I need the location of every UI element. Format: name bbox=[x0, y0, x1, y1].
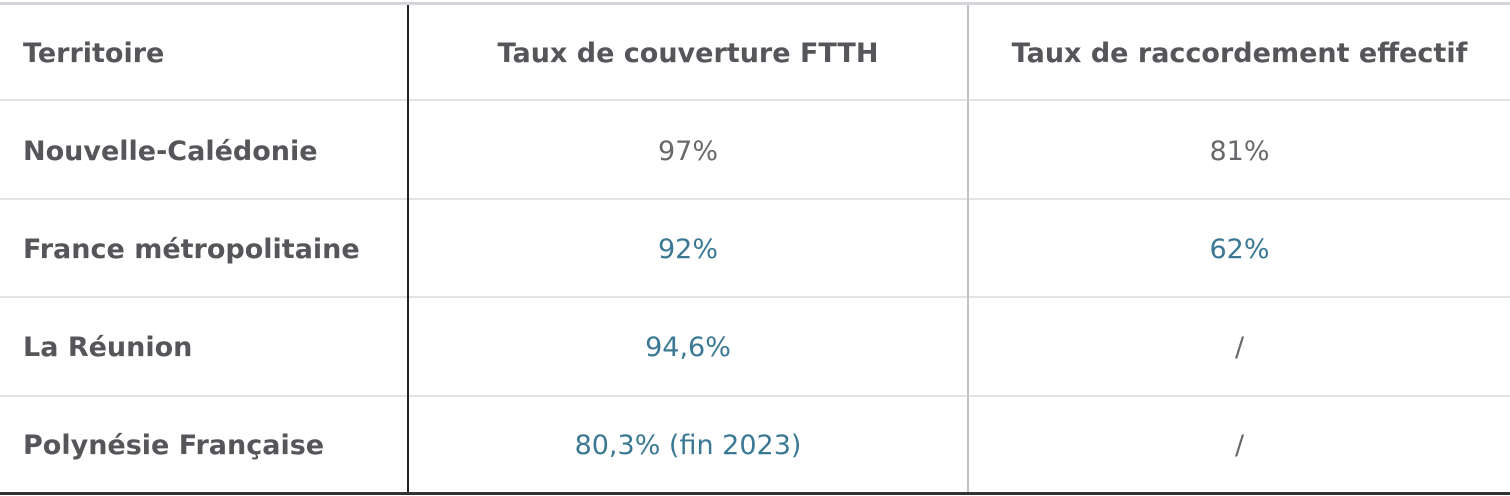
territory: Polynésie Française bbox=[23, 429, 325, 461]
cell: 62% bbox=[1209, 233, 1270, 265]
row-divider bbox=[0, 296, 1510, 298]
header-cell: Taux de raccordement effectif bbox=[1011, 37, 1468, 69]
header-cell: Taux de couverture FTTH bbox=[497, 37, 879, 69]
cell: 80,3% (fin 2023) bbox=[574, 429, 802, 461]
territory: Nouvelle-Calédonie bbox=[23, 135, 318, 167]
cell: 81% bbox=[1209, 135, 1270, 167]
border bbox=[0, 492, 1510, 495]
cell: 92% bbox=[657, 233, 718, 265]
border bbox=[0, 2, 1510, 5]
column-divider bbox=[407, 5, 409, 492]
header-cell: Territoire bbox=[23, 37, 165, 69]
cell: 97% bbox=[657, 135, 718, 167]
cell: 94,6% bbox=[645, 331, 731, 363]
row-divider bbox=[0, 198, 1510, 200]
cell: / bbox=[1234, 429, 1245, 461]
column-divider bbox=[967, 5, 969, 492]
territory: France métropolitaine bbox=[23, 233, 360, 265]
row-divider bbox=[0, 395, 1510, 397]
row-divider bbox=[0, 99, 1510, 101]
territory: La Réunion bbox=[23, 331, 193, 363]
cell: / bbox=[1234, 331, 1245, 363]
